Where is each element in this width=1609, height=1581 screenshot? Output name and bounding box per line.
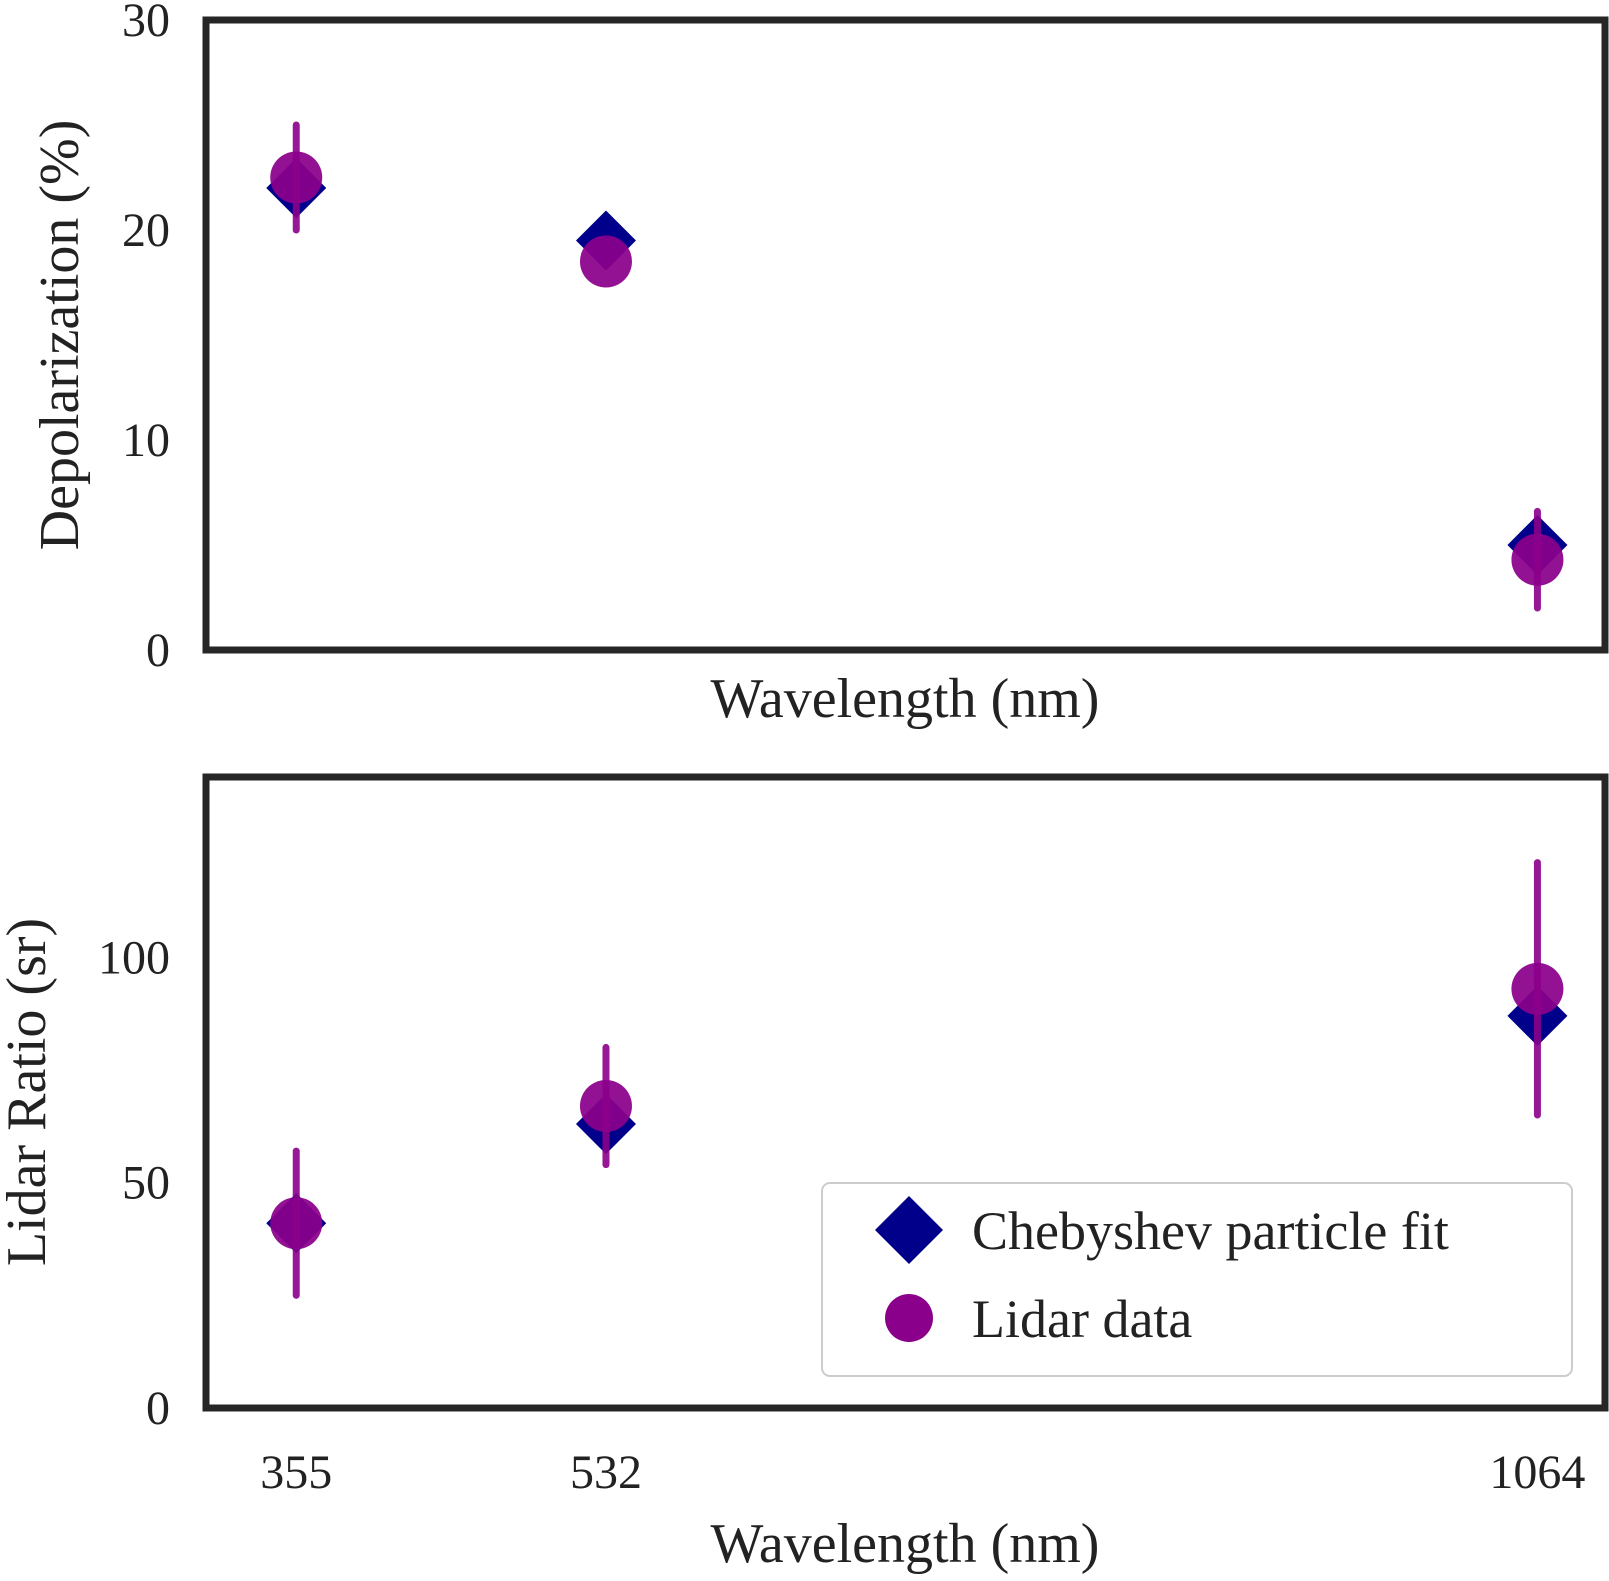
lidar-ratio-plot-frame [202, 773, 1609, 1412]
depolarization-xlabel: Wavelength (nm) [711, 668, 1100, 730]
legend-box [821, 1182, 1573, 1377]
y-tick-label: 20 [122, 204, 170, 257]
lidar-data-point [579, 235, 632, 288]
depolarization-plot-frame [202, 16, 1609, 654]
legend-diamond-marker [875, 1196, 943, 1264]
x-tick-label: 532 [570, 1446, 642, 1499]
depolarization-panel: Wavelength (nm) Depolarization (%) 0 10 20… [29, 0, 1609, 730]
lidar-ratio-ylabel: Lidar Ratio (sr) [0, 918, 58, 1266]
y-tick-label: 0 [146, 624, 170, 677]
lidar-data-point [270, 151, 323, 204]
legend-label-fit: Chebyshev particle fit [972, 1201, 1449, 1261]
depolarization-ylabel: Depolarization (%) [29, 120, 91, 551]
y-tick-label: 0 [146, 1382, 170, 1435]
lidar-ratio-xlabel: Wavelength (nm) [711, 1513, 1100, 1575]
legend-circle-marker [885, 1294, 933, 1342]
lidar-ratio-panel: Wavelength (nm) Lidar Ratio (sr) 0 50 100 3… [0, 773, 1609, 1575]
lidar-data-point [579, 1080, 632, 1133]
y-tick-label: 100 [98, 931, 170, 984]
x-tick-label: 355 [260, 1446, 332, 1499]
y-tick-label: 50 [122, 1157, 170, 1210]
lidar-data-point [270, 1197, 323, 1250]
lidar-data-point [1511, 962, 1564, 1015]
y-tick-label: 30 [122, 0, 170, 47]
legend-label-data: Lidar data [972, 1289, 1192, 1349]
legend: Chebyshev particle fit Lidar data [821, 1182, 1573, 1377]
lidar-data-point [1511, 533, 1564, 586]
y-tick-label: 10 [122, 414, 170, 467]
x-tick-label: 1064 [1489, 1446, 1585, 1499]
